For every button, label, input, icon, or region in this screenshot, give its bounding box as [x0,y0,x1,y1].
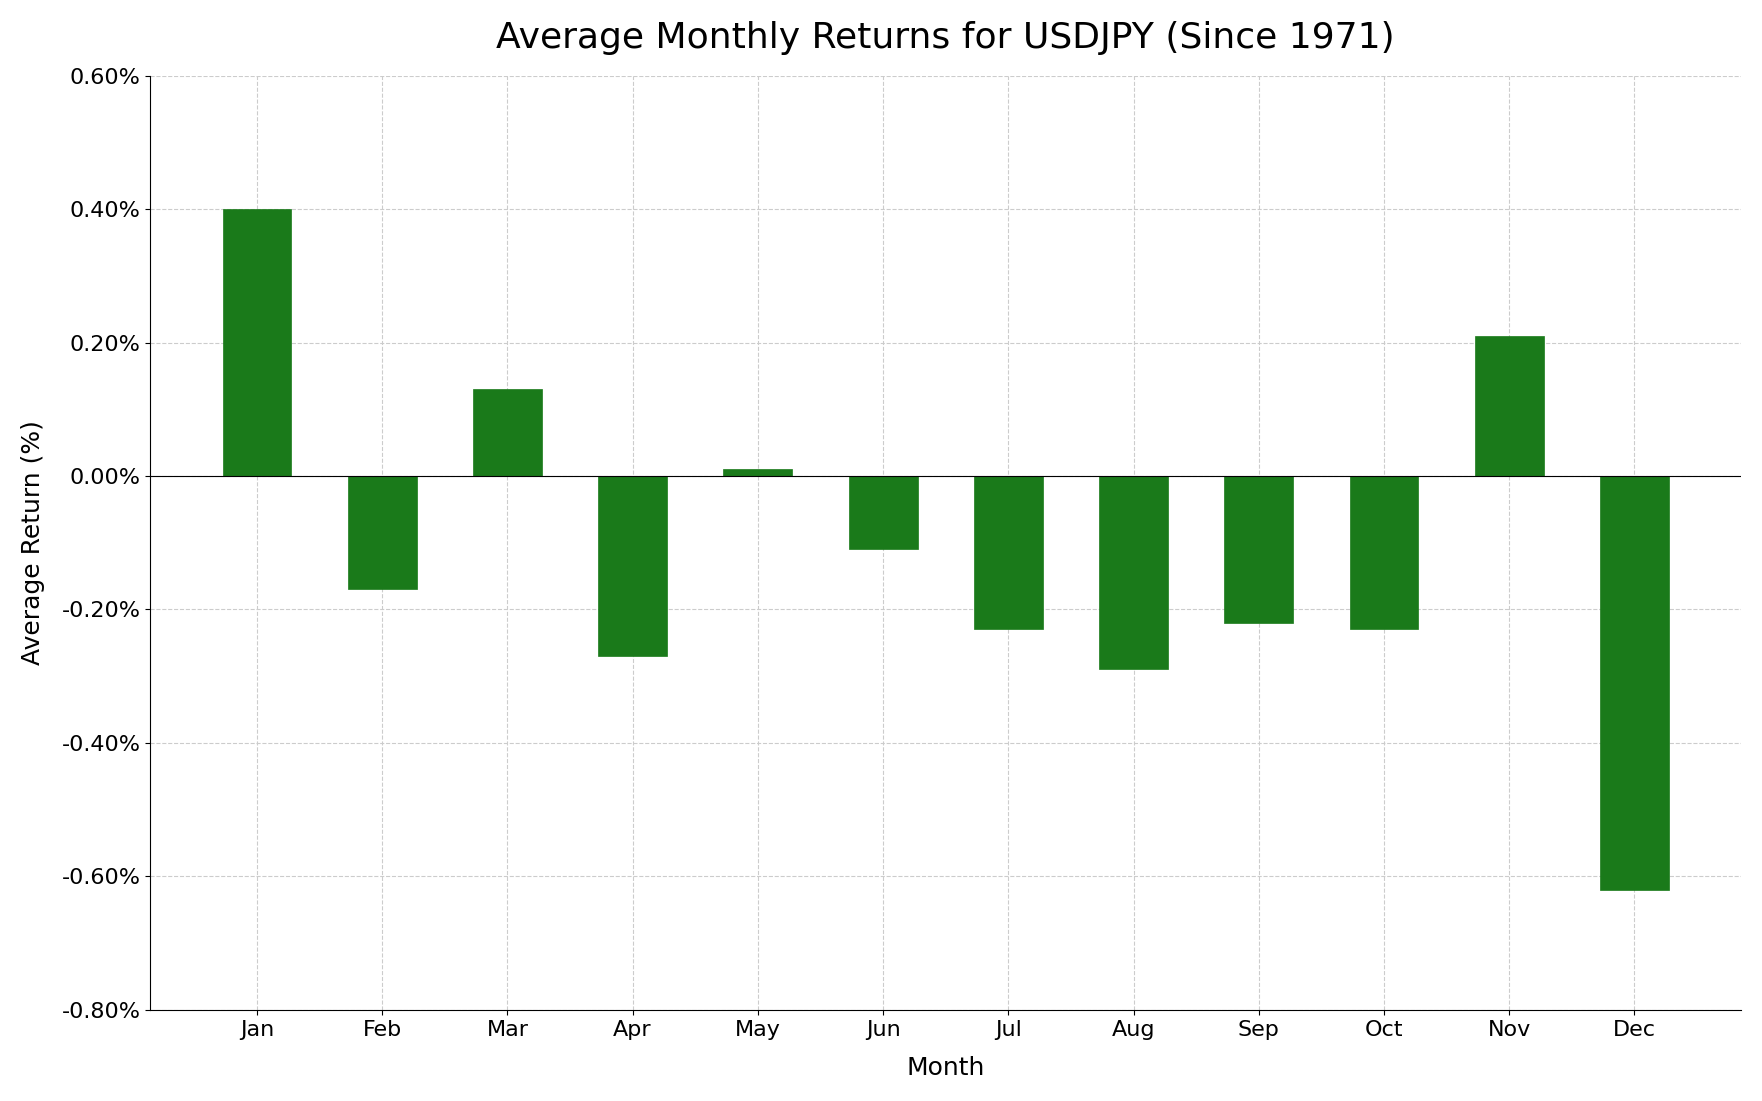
Bar [1350,476,1418,630]
Bar [347,476,416,589]
Bar [1600,476,1669,890]
X-axis label: Month: Month [906,1056,985,1080]
Bar [599,476,668,656]
Bar [849,476,918,549]
Bar [974,476,1043,630]
Bar [724,469,793,476]
Bar [1225,476,1293,623]
Bar [1475,336,1544,476]
Bar [222,209,291,476]
Y-axis label: Average Return (%): Average Return (%) [21,421,44,665]
Title: Average Monthly Returns for USDJPY (Since 1971): Average Monthly Returns for USDJPY (Sinc… [497,21,1396,55]
Bar [472,390,543,476]
Bar [1099,476,1168,669]
